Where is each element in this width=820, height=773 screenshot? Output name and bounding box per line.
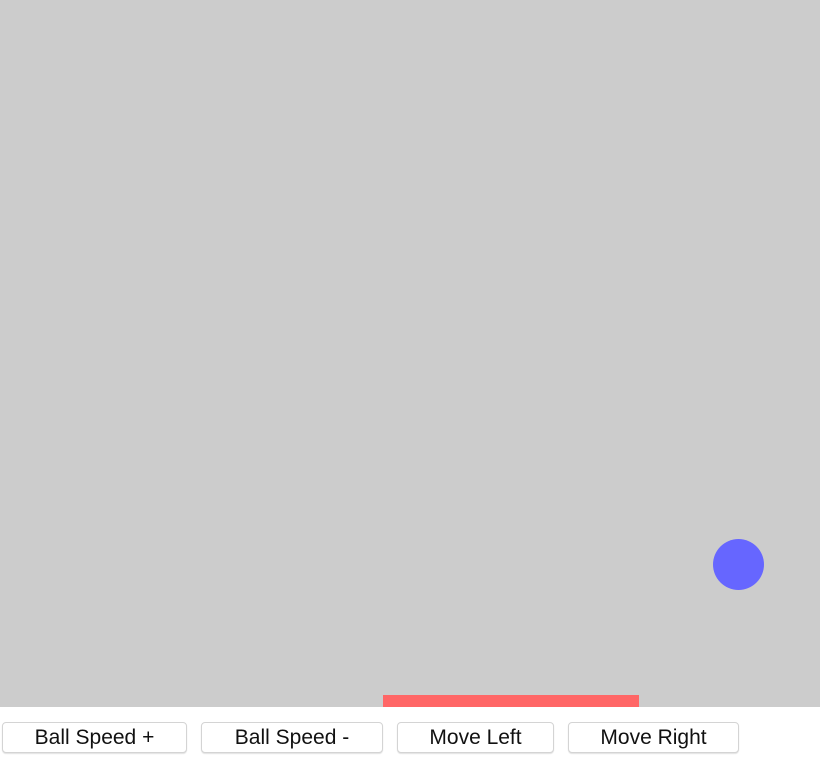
paddle [383,695,639,707]
ball-speed-down-button[interactable]: Ball Speed - [201,722,383,753]
controls-bar: Ball Speed + Ball Speed - Move Left Move… [0,707,820,773]
move-right-button[interactable]: Move Right [568,722,739,753]
ball-speed-up-button[interactable]: Ball Speed + [2,722,187,753]
move-left-button[interactable]: Move Left [397,722,554,753]
ball [713,539,764,590]
game-canvas [0,0,820,707]
